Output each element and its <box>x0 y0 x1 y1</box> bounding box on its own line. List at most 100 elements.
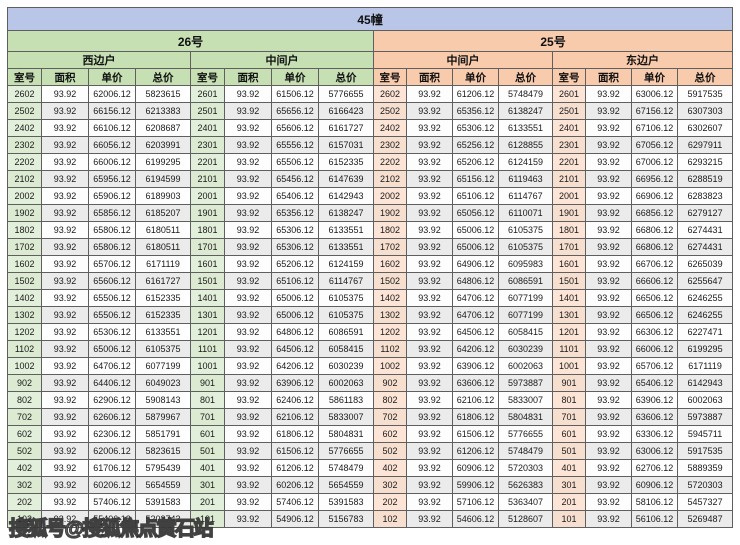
col-header-total-price: 总价 <box>676 68 734 86</box>
area-cell: 93.92 <box>406 102 453 120</box>
unit-price-cell: 65306.12 <box>452 119 499 137</box>
total-price-cell: 6171119 <box>676 357 734 375</box>
room-number-cell: 901 <box>552 374 586 392</box>
area-cell: 93.92 <box>224 85 272 103</box>
room-number-cell: 701 <box>190 408 225 426</box>
room-number-cell: 2101 <box>190 170 225 188</box>
section-25-header: 25号 <box>372 30 734 52</box>
unit-price-cell: 57406.12 <box>88 493 136 511</box>
unit-price-cell: 63006.12 <box>631 442 678 460</box>
room-number-cell: 2601 <box>552 85 586 103</box>
area-cell: 93.92 <box>585 374 632 392</box>
room-number-cell: 2102 <box>373 170 407 188</box>
room-number-cell: 1102 <box>373 340 407 358</box>
area-cell: 93.92 <box>406 374 453 392</box>
area-cell: 93.92 <box>224 323 272 341</box>
room-number-cell: 102 <box>7 510 42 528</box>
area-cell: 93.92 <box>41 102 89 120</box>
table-row: 2602 93.92 62006.12 5823615 2601 93.92 61506.1… <box>7 85 734 103</box>
room-number-cell: 2402 <box>373 119 407 137</box>
room-number-cell: 401 <box>552 459 586 477</box>
area-cell: 93.92 <box>406 119 453 137</box>
room-number-cell: 1502 <box>373 272 407 290</box>
unit-price-cell: 65006.12 <box>88 340 136 358</box>
area-cell: 93.92 <box>41 221 89 239</box>
room-number-cell: 2601 <box>190 85 225 103</box>
area-cell: 93.92 <box>406 272 453 290</box>
table-row: 602 93.92 62306.12 5851791 601 93.92 61806.12 5… <box>7 425 734 443</box>
unit-price-cell: 61506.12 <box>271 85 319 103</box>
area-cell: 93.92 <box>224 272 272 290</box>
total-price-cell: 6114767 <box>498 187 553 205</box>
area-cell: 93.92 <box>224 170 272 188</box>
room-number-cell: 302 <box>373 476 407 494</box>
total-price-cell: 6124159 <box>318 255 374 273</box>
room-number-cell: 1101 <box>552 340 586 358</box>
area-cell: 93.92 <box>41 238 89 256</box>
area-cell: 93.92 <box>406 85 453 103</box>
total-price-cell: 6142943 <box>318 187 374 205</box>
unit-price-cell: 59906.12 <box>452 476 499 494</box>
unit-price-cell: 63606.12 <box>631 408 678 426</box>
room-number-cell: 1401 <box>190 289 225 307</box>
room-number-cell: 2402 <box>7 119 42 137</box>
col-header-area: 面积 <box>585 68 632 86</box>
total-price-cell: 6189903 <box>135 187 191 205</box>
room-number-cell: 2101 <box>552 170 586 188</box>
total-price-cell: 6246255 <box>676 306 734 324</box>
table-row: 402 93.92 61706.12 5795439 401 93.92 61206.12 5… <box>7 459 734 477</box>
total-price-cell: 6161727 <box>135 272 191 290</box>
area-cell: 93.92 <box>224 102 272 120</box>
area-cell: 93.92 <box>585 221 632 239</box>
table-row: 202 93.92 57406.12 5391583 201 93.92 57406.12 5… <box>7 493 734 511</box>
total-price-cell: 6077199 <box>135 357 191 375</box>
table-row: 102 93.92 55406.12 5203743 101 93.92 54906.12 5… <box>7 510 734 528</box>
total-price-cell: 6105375 <box>498 221 553 239</box>
unit-price-cell: 66806.12 <box>631 221 678 239</box>
area-cell: 93.92 <box>406 357 453 375</box>
room-number-cell: 402 <box>373 459 407 477</box>
room-number-cell: 2202 <box>373 153 407 171</box>
unit-price-cell: 54606.12 <box>452 510 499 528</box>
table-row: 2102 93.92 65956.12 6194599 2101 93.92 65456.1… <box>7 170 734 188</box>
unit-price-cell: 65056.12 <box>452 204 499 222</box>
total-price-cell: 5776655 <box>498 425 553 443</box>
unit-price-cell: 64406.12 <box>88 374 136 392</box>
room-number-cell: 1802 <box>373 221 407 239</box>
area-cell: 93.92 <box>224 408 272 426</box>
total-price-cell: 5776655 <box>318 85 374 103</box>
unit-price-cell: 64706.12 <box>452 306 499 324</box>
unit-price-cell: 61806.12 <box>271 425 319 443</box>
room-number-cell: 1301 <box>552 306 586 324</box>
room-number-cell: 2301 <box>552 136 586 154</box>
room-number-cell: 1501 <box>190 272 225 290</box>
area-cell: 93.92 <box>41 255 89 273</box>
area-cell: 93.92 <box>406 255 453 273</box>
unit-price-cell: 61706.12 <box>88 459 136 477</box>
room-number-cell: 2502 <box>373 102 407 120</box>
room-number-cell: 602 <box>7 425 42 443</box>
unit-price-cell: 61506.12 <box>452 425 499 443</box>
total-price-cell: 5823615 <box>135 85 191 103</box>
area-cell: 93.92 <box>585 459 632 477</box>
area-cell: 93.92 <box>224 510 272 528</box>
area-cell: 93.92 <box>224 391 272 409</box>
room-number-cell: 1001 <box>552 357 586 375</box>
total-price-cell: 6133551 <box>498 119 553 137</box>
building-title: 45幢 <box>6 7 734 31</box>
room-number-cell: 1402 <box>373 289 407 307</box>
col-header-unit-price: 单价 <box>88 68 136 86</box>
unit-price-cell: 65506.12 <box>88 306 136 324</box>
area-cell: 93.92 <box>585 357 632 375</box>
unit-price-cell: 62706.12 <box>631 459 678 477</box>
area-cell: 93.92 <box>406 408 453 426</box>
room-number-cell: 1702 <box>7 238 42 256</box>
column-header-row: 室号 面积 单价 总价 室号 面积 单价 总价 室号 面积 单价 总价 室号 面… <box>7 68 734 86</box>
unit-price-cell: 66056.12 <box>88 136 136 154</box>
area-cell: 93.92 <box>224 459 272 477</box>
room-number-cell: 802 <box>373 391 407 409</box>
total-price-cell: 5973887 <box>676 408 734 426</box>
area-cell: 93.92 <box>406 170 453 188</box>
total-price-cell: 5879967 <box>135 408 191 426</box>
col-header-total-price: 总价 <box>498 68 553 86</box>
